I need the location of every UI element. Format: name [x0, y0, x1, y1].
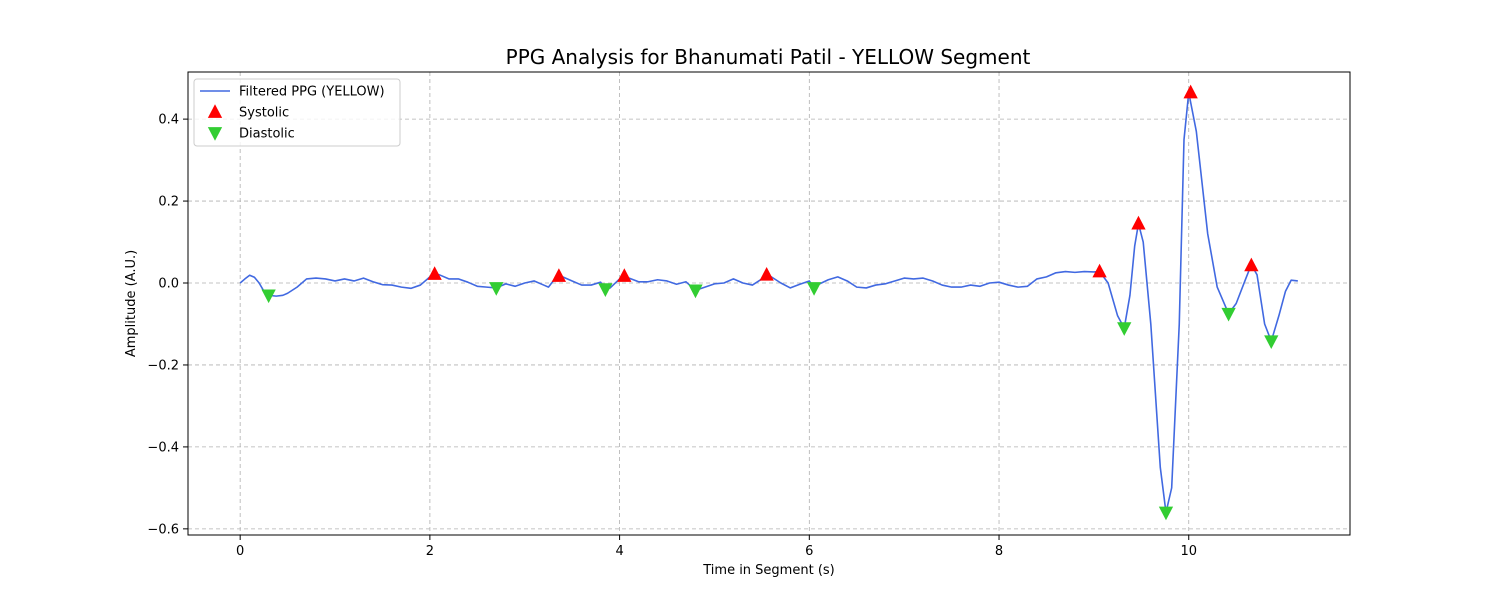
x-tick-label: 8	[995, 544, 1003, 559]
diastolic-marker	[1221, 307, 1236, 322]
x-tick-label: 0	[236, 544, 244, 559]
y-tick-label: −0.4	[147, 440, 179, 455]
systolic-marker	[1092, 263, 1107, 278]
y-tick-label: −0.6	[147, 522, 179, 537]
y-axis-label: Amplitude (A.U.)	[124, 250, 139, 357]
diastolic-marker	[1264, 335, 1279, 349]
y-tick-label: 0.2	[158, 195, 179, 210]
diastolic-marker	[1158, 506, 1174, 521]
systolic-marker	[427, 266, 442, 280]
x-tick-label: 10	[1180, 544, 1197, 559]
diastolic-marker	[489, 282, 504, 296]
y-tick-label: 0.0	[158, 277, 179, 292]
systolic-marker	[759, 267, 774, 281]
y-tick-label: −0.2	[147, 358, 179, 373]
systolic-marker	[617, 268, 632, 282]
diastolic-marker	[806, 282, 822, 296]
legend: Filtered PPG (YELLOW) Systolic Diastolic	[193, 78, 401, 147]
systolic-marker	[1131, 215, 1146, 230]
x-tick-label: 2	[426, 544, 434, 559]
ppg-signal-line	[239, 91, 1298, 514]
diastolic-marker	[1117, 322, 1132, 336]
x-tick-label: 6	[805, 544, 813, 559]
grid-lines	[188, 72, 1350, 535]
chart-title: PPG Analysis for Bhanumati Patil - YELLO…	[506, 45, 1031, 69]
x-axis-ticks: 0 2 4 6 8 10	[236, 535, 1197, 559]
plot-frame	[187, 71, 1351, 536]
legend-label: Systolic	[239, 106, 289, 121]
legend-systolic-swatch	[207, 104, 223, 118]
diastolic-marker	[261, 289, 276, 304]
systolic-marker	[551, 268, 567, 282]
legend-label: Filtered PPG (YELLOW)	[239, 85, 385, 100]
systolic-marker	[1244, 257, 1259, 272]
x-axis-label: Time in Segment (s)	[702, 563, 834, 578]
legend-diastolic-swatch	[207, 127, 223, 141]
diastolic-marker	[688, 284, 703, 299]
y-tick-label: 0.4	[158, 113, 179, 128]
plot-series	[239, 84, 1298, 521]
systolic-marker	[1183, 84, 1198, 99]
legend-label: Diastolic	[239, 127, 295, 142]
legend-box	[193, 78, 401, 147]
diastolic-marker	[598, 283, 613, 297]
y-axis-ticks: −0.6 −0.4 −0.2 0.0 0.2 0.4	[147, 113, 188, 537]
x-tick-label: 4	[615, 544, 623, 559]
